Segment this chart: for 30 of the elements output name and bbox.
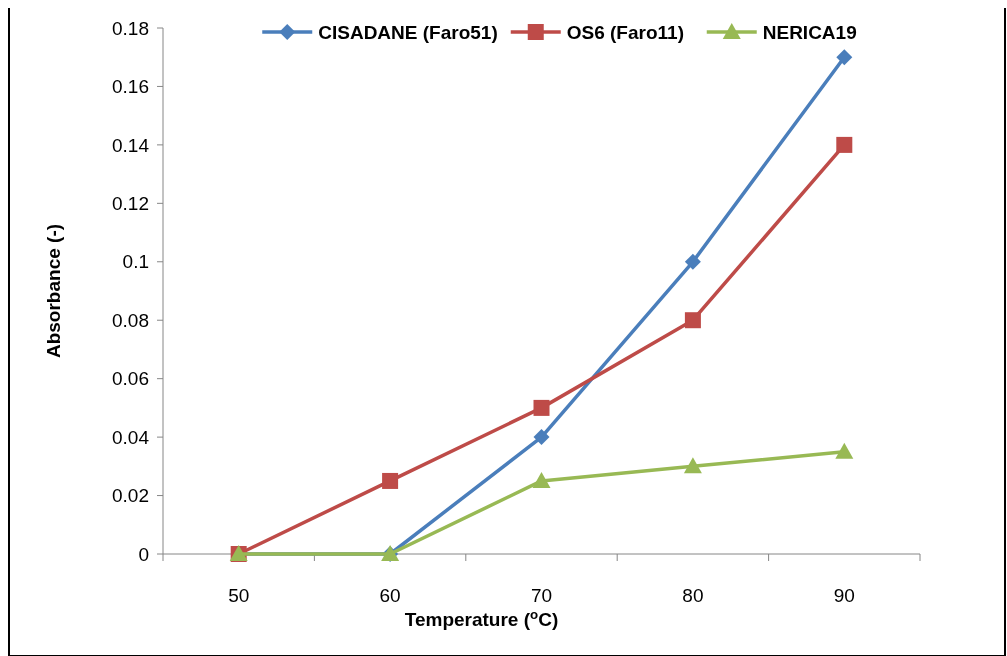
legend-label: CISADANE (Faro51) [318,21,498,43]
x-tick-label: 90 [833,585,855,606]
point [683,457,702,474]
y-tick-label: 0.02 [112,485,149,507]
y-tick-label: 0.08 [112,309,149,331]
y-tick-label: 0.16 [112,76,149,98]
point [836,49,853,66]
y-tick-label: 0.18 [112,17,149,39]
point [684,253,701,270]
point [684,312,701,329]
legend-label: OS6 (Faro11) [566,21,684,43]
y-tick-label: 0.12 [112,192,149,214]
y-tick-label: 0.06 [112,368,149,390]
point [533,399,550,416]
point [836,136,853,153]
legend-label: NERICA19 [762,21,857,43]
y-tick-label: 0.1 [122,251,149,273]
y-tick-label: 0.14 [112,134,150,156]
point [533,429,550,446]
x-axis-title: Temperature ($^{o}$C) [404,606,559,630]
x-tick-label: 60 [379,585,401,606]
x-tick-label: 50 [228,585,250,606]
x-tick-label: 70 [530,585,553,606]
y-tick-label: 0 [138,543,149,565]
point [835,442,854,459]
y-axis-title: Absorbance (-) [43,223,64,359]
y-tick-label: 0.04 [112,426,150,448]
point [532,471,551,488]
x-tick-label: 80 [682,585,704,606]
point [382,472,399,489]
